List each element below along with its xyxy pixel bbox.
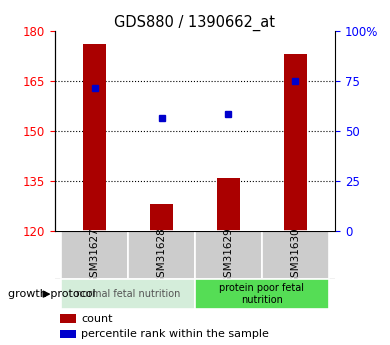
Text: GSM31628: GSM31628	[156, 227, 167, 284]
Bar	[195, 279, 329, 309]
Title: GDS880 / 1390662_at: GDS880 / 1390662_at	[115, 15, 275, 31]
Text: protein poor fetal
nutrition: protein poor fetal nutrition	[219, 283, 304, 305]
Text: count: count	[81, 314, 113, 324]
Bar	[284, 55, 307, 231]
Bar	[262, 231, 329, 279]
Text: percentile rank within the sample: percentile rank within the sample	[81, 329, 269, 339]
Text: GSM31630: GSM31630	[290, 227, 300, 284]
Text: normal fetal nutrition: normal fetal nutrition	[76, 289, 180, 299]
Bar	[217, 178, 240, 231]
Bar	[195, 231, 262, 279]
Bar	[61, 279, 195, 309]
Bar	[128, 231, 195, 279]
Bar	[61, 231, 128, 279]
Bar	[150, 205, 173, 231]
Bar	[83, 45, 106, 231]
Bar	[60, 314, 76, 323]
Text: GSM31627: GSM31627	[90, 227, 100, 284]
Text: growth protocol: growth protocol	[8, 289, 96, 299]
Text: GSM31629: GSM31629	[223, 227, 234, 284]
Bar	[60, 330, 76, 338]
